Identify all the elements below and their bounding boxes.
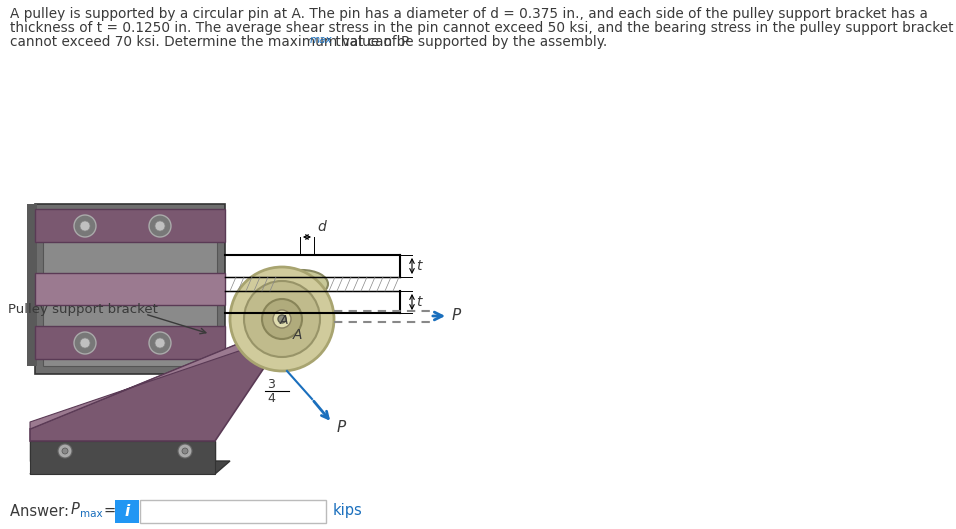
Text: i: i (125, 504, 130, 518)
Text: A: A (293, 328, 302, 342)
Circle shape (149, 215, 171, 237)
Circle shape (74, 215, 96, 237)
Text: kips: kips (333, 504, 362, 518)
Bar (35, 326, 225, 359)
Text: P: P (71, 503, 80, 517)
Text: 3: 3 (267, 379, 275, 391)
Text: Answer:: Answer: (10, 504, 74, 518)
Bar (35, 209, 225, 242)
Circle shape (182, 448, 188, 454)
Circle shape (80, 338, 90, 348)
Circle shape (178, 444, 192, 458)
Polygon shape (30, 461, 230, 474)
Text: Pulley support bracket: Pulley support bracket (8, 303, 158, 315)
Text: t: t (416, 295, 422, 309)
Text: P: P (337, 419, 346, 434)
FancyBboxPatch shape (116, 499, 140, 523)
Polygon shape (30, 339, 280, 441)
Text: max: max (80, 509, 102, 519)
Circle shape (149, 332, 171, 354)
Text: that can be supported by the assembly.: that can be supported by the assembly. (331, 35, 607, 49)
Circle shape (155, 221, 165, 231)
Text: 4: 4 (267, 393, 275, 406)
Polygon shape (30, 441, 215, 461)
Polygon shape (30, 441, 215, 474)
Text: A: A (280, 315, 289, 327)
Circle shape (230, 267, 334, 371)
Bar (43, 212, 217, 366)
Polygon shape (30, 337, 280, 429)
Bar (35, 204, 225, 374)
Circle shape (273, 310, 291, 328)
Text: cannot exceed 70 ksi. Determine the maximum value of P: cannot exceed 70 ksi. Determine the maxi… (10, 35, 409, 49)
Ellipse shape (276, 270, 328, 298)
Circle shape (62, 448, 68, 454)
Bar (35, 273, 225, 305)
Text: max: max (310, 35, 333, 45)
Circle shape (155, 338, 165, 348)
Text: A pulley is supported by a circular pin at A. The pin has a diameter of d = 0.37: A pulley is supported by a circular pin … (10, 7, 928, 21)
Circle shape (244, 281, 320, 357)
Text: thickness of t = 0.1250 in. The average shear stress in the pin cannot exceed 50: thickness of t = 0.1250 in. The average … (10, 21, 953, 35)
Circle shape (262, 299, 302, 339)
Bar (27, 204, 37, 366)
Text: t: t (416, 259, 422, 273)
Text: =: = (104, 503, 116, 517)
Text: d: d (317, 220, 326, 234)
Circle shape (74, 332, 96, 354)
Circle shape (58, 444, 72, 458)
Circle shape (278, 315, 286, 323)
Circle shape (80, 221, 90, 231)
Text: P: P (452, 308, 461, 324)
FancyBboxPatch shape (141, 499, 327, 523)
